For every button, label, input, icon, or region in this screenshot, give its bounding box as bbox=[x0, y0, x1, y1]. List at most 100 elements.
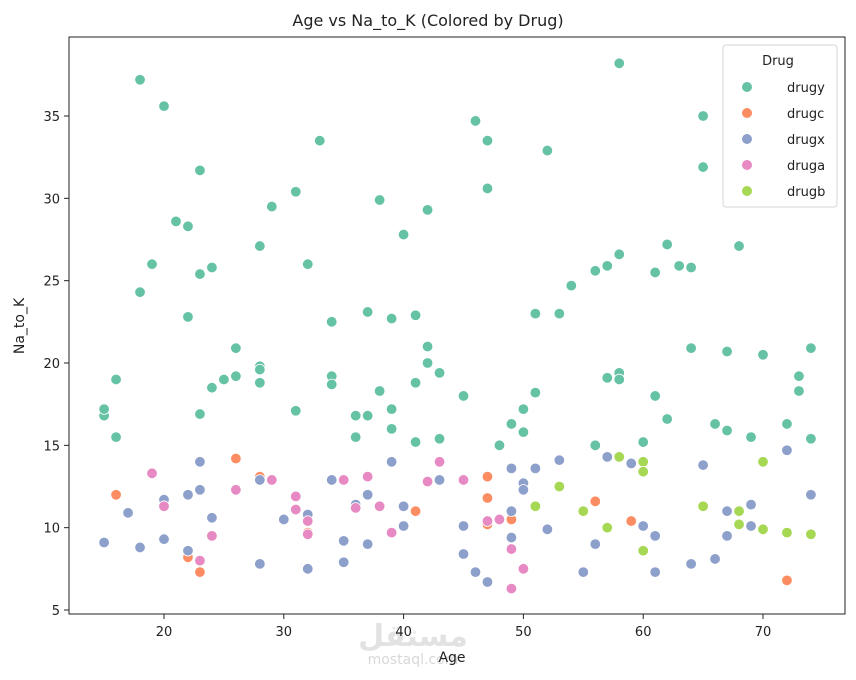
data-point-drugb bbox=[637, 545, 649, 557]
data-point-drugy bbox=[409, 377, 422, 389]
data-point-drugy bbox=[709, 418, 721, 430]
data-point-drugx bbox=[361, 538, 374, 550]
data-point-drugy bbox=[254, 377, 266, 389]
data-point-drugy bbox=[793, 385, 805, 397]
data-point-drugy bbox=[433, 367, 446, 379]
data-point-drugx bbox=[134, 541, 146, 554]
data-point-druga bbox=[517, 563, 530, 575]
data-point-drugy bbox=[326, 378, 338, 391]
watermark-latin: mostaql.com bbox=[368, 652, 459, 668]
data-point-drugx bbox=[553, 454, 566, 466]
data-point-drugx bbox=[637, 520, 649, 532]
data-point-drugx bbox=[685, 558, 697, 570]
data-point-drugy bbox=[230, 342, 242, 354]
data-point-drugx bbox=[481, 576, 494, 588]
data-point-druga bbox=[266, 474, 278, 486]
data-point-drugy bbox=[613, 373, 625, 386]
data-point-drugy bbox=[601, 372, 613, 384]
data-point-drugb bbox=[805, 528, 817, 540]
data-point-drugb bbox=[733, 518, 745, 531]
data-point-drugx bbox=[158, 533, 170, 545]
data-point-drugy bbox=[733, 240, 745, 252]
data-point-druga bbox=[290, 490, 302, 503]
data-point-drugy bbox=[218, 373, 230, 386]
data-point-drugy bbox=[290, 186, 302, 198]
data-point-drugy bbox=[661, 413, 673, 425]
data-point-drugx bbox=[254, 558, 266, 570]
data-point-drugx bbox=[721, 530, 733, 542]
data-point-drugx bbox=[206, 512, 218, 524]
data-point-druga bbox=[505, 543, 518, 555]
data-point-druga bbox=[290, 503, 302, 516]
data-point-drugy bbox=[493, 439, 506, 452]
data-point-drugc bbox=[481, 470, 494, 483]
data-point-drugx bbox=[385, 456, 398, 468]
data-point-drugx bbox=[529, 462, 542, 475]
data-point-drugx bbox=[397, 500, 410, 512]
data-point-drugx bbox=[469, 566, 482, 578]
data-point-drugy bbox=[194, 408, 206, 420]
data-point-drugy bbox=[781, 418, 793, 430]
data-point-drugx bbox=[649, 566, 661, 578]
data-point-drugy bbox=[409, 309, 422, 321]
x-tick-label: 20 bbox=[156, 625, 173, 640]
y-tick-label: 10 bbox=[43, 522, 60, 537]
data-point-drugc bbox=[194, 566, 206, 578]
data-point-drugx bbox=[433, 474, 446, 486]
data-point-drugy bbox=[290, 405, 302, 417]
data-point-drugx bbox=[745, 520, 757, 532]
data-point-drugx bbox=[194, 456, 206, 468]
data-point-drugy bbox=[385, 312, 398, 325]
data-point-druga bbox=[361, 470, 374, 483]
data-point-drugb bbox=[529, 500, 542, 512]
data-point-drugb bbox=[553, 480, 566, 493]
plot-frame bbox=[68, 36, 846, 615]
x-tick-label: 50 bbox=[515, 625, 532, 640]
legend-label-druga: druga bbox=[787, 159, 825, 174]
data-point-drugy bbox=[589, 439, 601, 452]
data-point-drugy bbox=[373, 194, 386, 206]
y-tick-label: 20 bbox=[43, 357, 60, 372]
data-point-drugy bbox=[613, 248, 625, 261]
data-point-drugy bbox=[98, 403, 110, 415]
data-point-drugb bbox=[577, 505, 590, 517]
data-point-drugy bbox=[637, 436, 649, 448]
data-point-drugy bbox=[206, 261, 218, 274]
watermark-arabic: مستقل bbox=[358, 619, 468, 654]
data-point-drugy bbox=[685, 261, 697, 274]
data-point-drugx bbox=[361, 489, 374, 501]
data-point-drugy bbox=[314, 134, 326, 147]
data-point-drugx bbox=[625, 457, 637, 470]
data-point-drugy bbox=[661, 238, 673, 251]
data-point-druga bbox=[385, 526, 398, 539]
data-point-drugy bbox=[110, 373, 122, 386]
data-point-drugy bbox=[385, 403, 398, 415]
data-point-drugy bbox=[361, 409, 374, 422]
legend-marker-drugb bbox=[742, 186, 752, 196]
data-point-druga bbox=[349, 502, 362, 514]
data-point-drugx bbox=[194, 484, 206, 496]
watermark: مستقل mostaql.com bbox=[358, 619, 468, 668]
data-point-drugy bbox=[649, 390, 661, 402]
data-point-druga bbox=[302, 515, 314, 527]
data-point-drugx bbox=[541, 523, 554, 536]
data-point-drugy bbox=[529, 307, 542, 320]
legend-marker-druga bbox=[742, 160, 752, 170]
data-point-drugy bbox=[481, 182, 494, 195]
data-point-drugy bbox=[194, 164, 206, 177]
data-point-drugx bbox=[122, 507, 134, 519]
legend-label-drugy: drugy bbox=[787, 81, 825, 96]
data-point-drugx bbox=[326, 474, 338, 486]
data-points bbox=[98, 57, 817, 595]
data-point-drugy bbox=[745, 431, 757, 443]
data-point-druga bbox=[194, 554, 206, 567]
data-point-drugy bbox=[182, 311, 194, 323]
data-point-drugb bbox=[601, 521, 613, 534]
data-point-drugy bbox=[757, 349, 769, 361]
data-point-drugy bbox=[110, 431, 122, 443]
data-point-drugc bbox=[110, 489, 122, 501]
data-point-druga bbox=[302, 528, 314, 540]
data-point-drugx bbox=[709, 553, 721, 565]
legend-marker-drugc bbox=[742, 108, 752, 118]
